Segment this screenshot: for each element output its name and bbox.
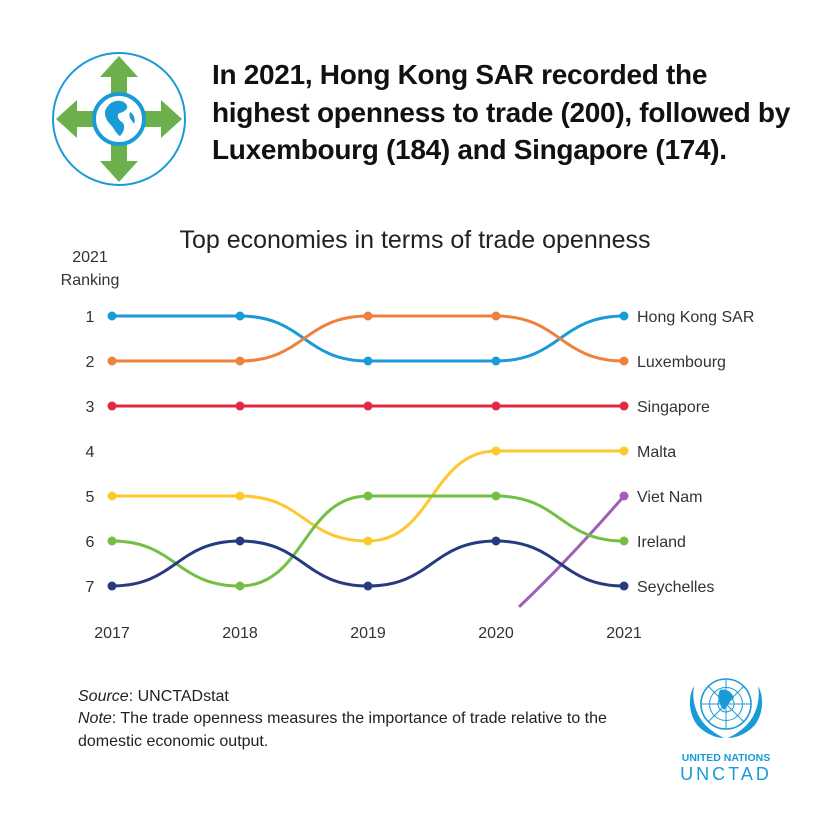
data-point-malta: [235, 491, 245, 501]
data-point-ireland: [491, 491, 501, 501]
y-tick-label: 1: [86, 309, 95, 326]
data-point-ireland: [235, 581, 245, 591]
series-line-ireland: [110, 494, 626, 588]
data-point-ireland: [363, 491, 373, 501]
note-label: Note: [78, 710, 112, 728]
y-tick-label: 2: [86, 354, 95, 371]
series-line-luxembourg: [110, 314, 626, 363]
data-point-hong-kong-sar: [235, 311, 245, 321]
data-point-luxembourg: [363, 311, 373, 321]
series-label-malta: Malta: [637, 444, 676, 461]
series-label-hong-kong-sar: Hong Kong SAR: [637, 309, 754, 326]
data-point-hong-kong-sar: [491, 356, 501, 366]
data-point-singapore: [491, 401, 501, 411]
data-point-ireland: [107, 536, 117, 546]
series-line-viet-nam: [518, 494, 626, 608]
un-emblem-icon: UNITED NATIONS UNCTAD: [680, 678, 772, 784]
data-point-seychelles: [107, 581, 117, 591]
note-text: : The trade openness measures the import…: [78, 710, 607, 750]
x-tick-label: 2018: [222, 625, 258, 642]
y-tick-label: 4: [86, 444, 95, 461]
data-point-seychelles: [619, 581, 629, 591]
x-tick-label: 2019: [350, 625, 386, 642]
headline: In 2021, Hong Kong SAR recorded the high…: [212, 59, 790, 166]
source-line: Source: UNCTADstat: [78, 686, 638, 708]
data-point-singapore: [107, 401, 117, 411]
series-label-seychelles: Seychelles: [637, 579, 714, 596]
rank-chart: 1 2 3 4 5 6 7 2017 2018 2019 2020 2021 Hong Kong SAR…: [86, 309, 755, 642]
y-tick-label: 5: [86, 489, 95, 506]
data-point-luxembourg: [491, 311, 501, 321]
data-point-malta: [491, 446, 501, 456]
rank-header-line1: 2021: [72, 249, 108, 266]
chart-title: Top economies in terms of trade openness: [179, 226, 651, 254]
source-text: : UNCTADstat: [128, 688, 229, 705]
data-point-luxembourg: [107, 356, 117, 366]
x-tick-label: 2021: [606, 625, 642, 642]
data-point-luxembourg: [235, 356, 245, 366]
y-tick-label: 7: [86, 579, 95, 596]
un-logo-line1: UNITED NATIONS: [682, 752, 770, 764]
y-tick-label: 3: [86, 399, 95, 416]
data-point-hong-kong-sar: [619, 311, 629, 321]
series-line-hong-kong-sar: [110, 314, 626, 363]
data-point-seychelles: [235, 536, 245, 546]
data-point-hong-kong-sar: [107, 311, 117, 321]
footer: Source: UNCTADstat Note: The trade openn…: [78, 686, 638, 753]
x-tick-label: 2020: [478, 625, 514, 642]
un-logo-line2: UNCTAD: [680, 764, 772, 784]
data-point-singapore: [619, 401, 629, 411]
globe-with-arrows-icon: [52, 52, 186, 186]
data-point-singapore: [235, 401, 245, 411]
series-label-viet-nam: Viet Nam: [637, 489, 703, 506]
y-tick-label: 6: [86, 534, 95, 551]
rank-header-line2: Ranking: [60, 272, 120, 290]
rank-header: 2021 Ranking: [40, 246, 140, 292]
data-point-ireland: [619, 536, 629, 546]
data-point-seychelles: [363, 581, 373, 591]
data-point-malta: [363, 536, 373, 546]
data-point-malta: [107, 491, 117, 501]
series-label-luxembourg: Luxembourg: [637, 354, 726, 371]
data-point-hong-kong-sar: [363, 356, 373, 366]
x-tick-label: 2017: [94, 625, 130, 642]
series-label-singapore: Singapore: [637, 399, 710, 416]
data-point-viet-nam: [619, 491, 629, 501]
data-point-luxembourg: [619, 356, 629, 366]
data-point-seychelles: [491, 536, 501, 546]
note-line: Note: The trade openness measures the im…: [78, 708, 638, 753]
data-point-malta: [619, 446, 629, 456]
source-label: Source: [78, 688, 129, 705]
series-label-ireland: Ireland: [637, 534, 686, 551]
data-point-singapore: [363, 401, 373, 411]
